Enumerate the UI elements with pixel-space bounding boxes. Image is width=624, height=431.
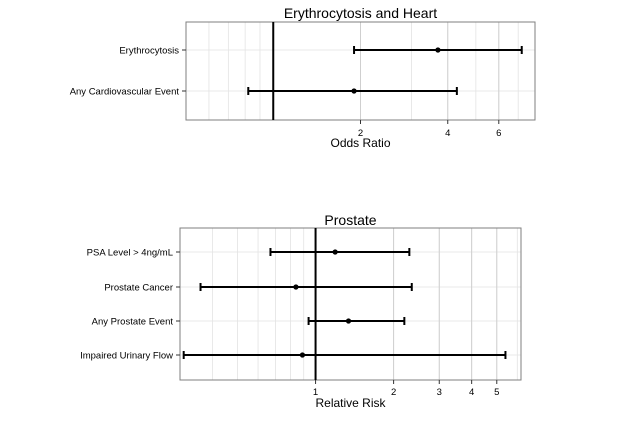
chart-panel-2: Prostate PSA Level > 4ng/mL Prostate Cance…: [80, 212, 522, 410]
point-estimate: [351, 88, 357, 94]
point-estimate: [435, 47, 441, 53]
point-estimate: [345, 318, 352, 324]
category-label: Prostate Cancer: [104, 283, 173, 294]
x-tick-label: 4: [469, 387, 474, 398]
category-label: Any Cardiovascular Event: [70, 87, 180, 98]
x-axis-label: Relative Risk: [315, 396, 386, 410]
chart-title: Erythrocytosis and Heart: [284, 5, 437, 21]
point-estimate: [293, 284, 299, 290]
category-label: Erythrocytosis: [119, 46, 179, 57]
x-tick-label: 5: [494, 387, 499, 398]
x-tick-label: 2: [391, 387, 396, 398]
point-estimate: [299, 352, 306, 358]
category-label: Any Prostate Event: [92, 317, 174, 328]
x-tick-label: 2: [358, 128, 363, 139]
point-estimate: [332, 249, 338, 255]
category-label: PSA Level > 4ng/mL: [87, 248, 173, 259]
x-tick-label: 3: [437, 387, 442, 398]
x-axis-label: Odds Ratio: [330, 136, 390, 150]
panel-border: [179, 227, 522, 381]
chart-title: Prostate: [324, 212, 376, 228]
category-label: Impaired Urinary Flow: [80, 351, 173, 362]
x-tick-label: 4: [445, 128, 450, 139]
chart-panel-1: Erythrocytosis and Heart Erythrocytosis An…: [70, 5, 536, 150]
x-tick-label: 6: [496, 128, 501, 139]
x-tick-label: 1: [313, 387, 318, 398]
